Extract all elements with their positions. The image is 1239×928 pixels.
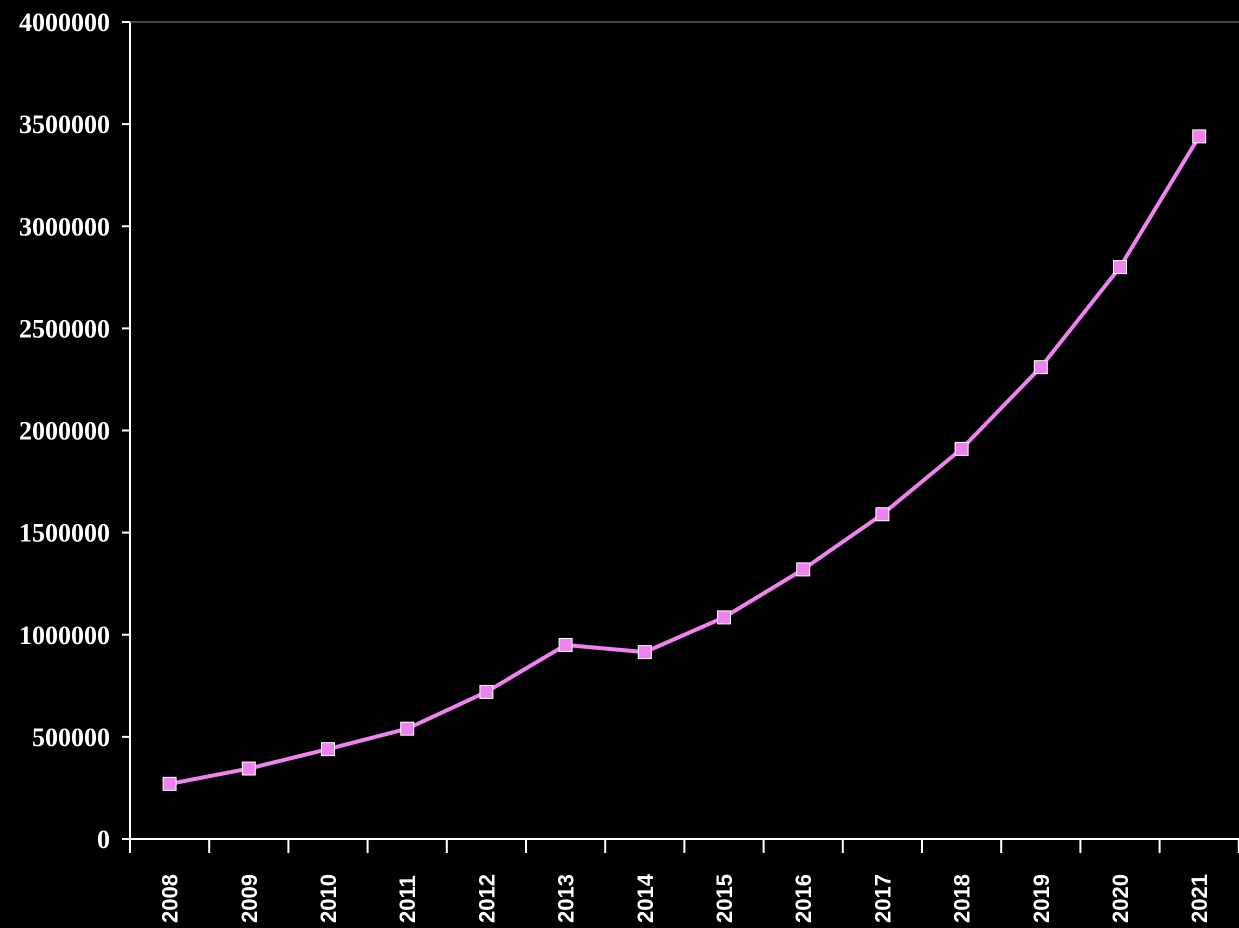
y-tick-label: 0	[97, 825, 110, 854]
data-point-marker	[717, 610, 731, 625]
data-point-marker	[796, 562, 811, 577]
data-point-marker	[954, 441, 969, 456]
x-tick-label: 2018	[950, 874, 975, 923]
data-point-marker	[321, 742, 335, 757]
x-tick-label: 2013	[554, 874, 579, 923]
series-layer	[162, 129, 1207, 791]
x-tick-label: 2016	[791, 874, 816, 923]
y-tick-label: 1000000	[19, 621, 110, 650]
x-tick-label: 2011	[395, 875, 420, 923]
y-tick-label: 3000000	[19, 212, 110, 241]
x-tick-label: 2008	[158, 874, 183, 923]
data-point-marker	[479, 684, 494, 699]
y-tick-label: 3500000	[19, 110, 110, 139]
data-point-marker	[1113, 260, 1127, 275]
y-axis-ticks: 0 500000 1000000 1500000 2000000 2500000 30000…	[19, 8, 130, 854]
x-axis-ticks: 2008 2009 2010 2011 2012 2013 2014 2015 2016 2017…	[129, 839, 1239, 923]
x-tick-label: 2015	[712, 874, 737, 923]
x-tick-label: 2021	[1187, 874, 1212, 923]
data-point-marker	[875, 507, 890, 522]
x-tick-label: 2012	[474, 874, 499, 923]
data-point-marker	[1192, 129, 1207, 144]
x-tick-label: 2010	[316, 874, 341, 923]
data-point-marker	[1033, 360, 1048, 375]
x-tick-label: 2014	[633, 873, 658, 923]
x-tick-label: 2009	[237, 874, 262, 923]
x-tick-label: 2017	[870, 874, 895, 923]
data-point-marker	[558, 637, 573, 652]
x-tick-label: 2019	[1029, 874, 1054, 923]
y-tick-label: 4000000	[19, 8, 110, 37]
series-line	[169, 135, 1201, 786]
data-point-marker	[241, 761, 256, 776]
data-point-marker	[162, 776, 177, 791]
y-tick-label: 500000	[32, 723, 110, 752]
x-tick-label: 2020	[1108, 874, 1133, 923]
y-tick-label: 2000000	[19, 417, 110, 446]
y-tick-label: 2500000	[19, 314, 110, 343]
y-tick-label: 1500000	[19, 519, 110, 548]
data-point-marker	[637, 645, 652, 660]
data-point-marker	[400, 721, 415, 736]
